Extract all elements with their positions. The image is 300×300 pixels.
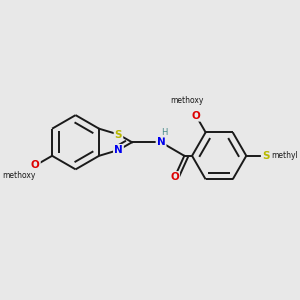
Text: O: O: [31, 160, 40, 170]
Text: methoxy: methoxy: [170, 96, 204, 105]
Text: methyl: methyl: [272, 151, 298, 160]
Text: N: N: [157, 137, 165, 147]
Text: H: H: [161, 128, 167, 137]
Text: O: O: [192, 110, 200, 121]
Text: S: S: [262, 151, 269, 161]
Text: S: S: [115, 130, 122, 140]
Text: methoxy: methoxy: [2, 171, 35, 180]
Text: O: O: [170, 172, 179, 182]
Text: N: N: [114, 145, 123, 155]
